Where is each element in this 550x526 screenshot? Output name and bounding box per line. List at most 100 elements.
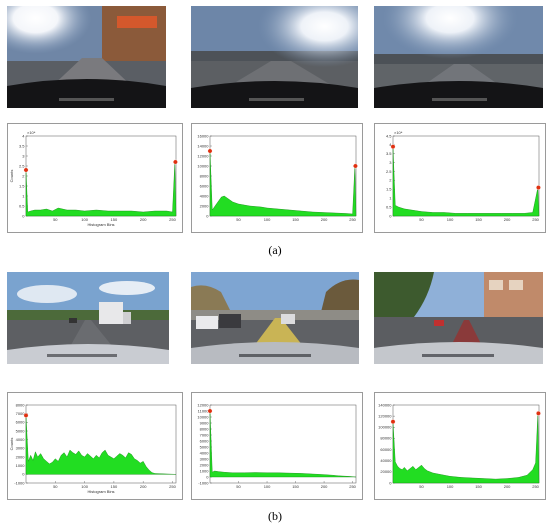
peak-marker [536,410,541,416]
y-tick-label: 4.5 [386,133,392,138]
urban-road-scene [374,272,543,364]
y-tick-label: 2.5 [386,169,392,174]
y-tick-label: 9000 [200,420,210,425]
caption-a: (a) [268,243,282,257]
histogram-a1: 0 0.5 1 1.5 2 2.5 3 3.5 4 50 100 150 200 250 ×10⁴ Histo… [7,123,183,233]
y-tick-label: 4000 [200,450,210,455]
peak-marker [23,167,29,173]
peak-marker [353,163,358,169]
x-tick-label: 150 [475,217,482,222]
y-tick-label: 1 [22,193,25,198]
y-tick-label: 0 [22,213,25,218]
plot-frame [209,404,357,484]
y-tick-label: 2.5 [19,163,25,168]
y-tick-label: 4000 [200,193,210,198]
y-tick-label: 100000 [378,425,392,430]
x-tick-label: 150 [292,484,299,489]
glare-road-scene [191,6,358,108]
y-axis-label: Counts [9,438,14,451]
histogram-b2-svg: -100001000200030004000500060007000800090… [197,402,357,489]
y-tick-label: 3.5 [19,143,25,148]
y-tick-label: 60000 [380,447,392,452]
y-tick-label: 6000 [200,183,210,188]
y-axis-label: Counts [9,170,14,183]
y-tick-label: 0 [22,472,25,477]
x-tick-label: 250 [349,484,356,489]
histogram-b3-svg: 0 20000 40000 60000 80000 100000 120000 140000 5… [378,402,541,489]
y-tick-label: 2000 [200,462,210,467]
glare-street-scene [7,6,166,108]
y-tick-label: 10000 [197,414,209,419]
x-tick-label: 50 [419,217,424,222]
y-tick-label: 0.5 [19,203,25,208]
y-tick-label: 1 [389,196,392,201]
y-tick-label: 2000 [16,454,26,459]
dashcam-photo-b2 [191,272,359,364]
histogram-b1-svg: -1000 0 1000 2000 3000 4000 5000 6000 7000 8000 50… [9,402,177,494]
y-tick-label: 8000 [200,173,210,178]
y-tick-label: 3000 [200,456,210,461]
y-tick-label: 2 [389,178,392,183]
x-tick-label: 250 [349,217,356,222]
histogram-a3-svg: 0 0.5 1 1.5 2 2.5 3 3.5 4 4.5 50 100 150 200 250 ×10⁴ [386,130,541,222]
x-tick-label: 150 [475,484,482,489]
dashcam-photo-a1 [7,6,166,108]
y-tick-label: -1000 [14,480,25,485]
x-tick-label: 100 [81,217,88,222]
histogram-area [209,410,357,478]
x-tick-label: 100 [447,484,454,489]
x-tick-label: 250 [169,217,176,222]
y-tick-label: 8000 [16,402,26,407]
peak-marker [173,159,178,165]
y-tick-label: 40000 [380,458,392,463]
y-tick-label: 0 [206,474,209,479]
x-tick-label: 100 [264,217,271,222]
x-tick-label: 50 [53,484,58,489]
y-exponent-label: ×10⁴ [27,130,36,135]
histogram-area [25,161,177,217]
x-tick-label: 50 [236,217,241,222]
x-axis-label: Histogram Bins [87,489,114,494]
x-tick-label: 100 [264,484,271,489]
peak-marker [23,412,29,418]
x-tick-label: 250 [532,484,539,489]
x-axis-label: Histogram Bins [87,222,114,227]
y-tick-label: 140000 [378,402,392,407]
y-tick-label: 16000 [197,133,209,138]
peak-marker [390,419,396,425]
y-tick-label: 6000 [200,438,210,443]
y-tick-label: 12000 [197,153,209,158]
y-tick-label: 8000 [200,426,210,431]
y-tick-label: 1000 [16,463,26,468]
y-tick-label: 4 [22,133,25,138]
glare-highway-scene [374,6,543,108]
y-tick-label: 0 [389,213,392,218]
y-tick-label: 3000 [16,446,26,451]
histogram-area [392,413,540,484]
x-tick-label: 150 [111,484,118,489]
y-tick-label: 12000 [197,402,209,407]
highway-truck-scene [7,272,169,364]
dashcam-photo-a2 [191,6,358,108]
x-tick-label: 50 [419,484,424,489]
x-tick-label: 200 [504,217,511,222]
x-tick-label: 200 [140,217,147,222]
x-tick-label: 200 [140,484,147,489]
y-exponent-label: ×10⁴ [394,130,403,135]
y-tick-label: 0 [206,213,209,218]
y-tick-label: 5000 [16,428,26,433]
y-tick-label: -1000 [198,480,209,485]
histogram-a2-svg: 0 2000 4000 6000 8000 10000 12000 14000 16000 50 1… [197,133,358,222]
x-tick-label: 250 [532,217,539,222]
x-tick-label: 50 [236,484,241,489]
dashcam-photo-b3 [374,272,543,364]
peak-marker [390,144,396,150]
y-tick-label: 3 [22,153,25,158]
histogram-area [392,146,540,217]
peak-marker [207,148,213,154]
y-tick-label: 14000 [197,143,209,148]
plot-frame [392,135,540,217]
x-tick-label: 50 [53,217,58,222]
y-tick-label: 120000 [378,413,392,418]
plot-frame [25,135,177,217]
